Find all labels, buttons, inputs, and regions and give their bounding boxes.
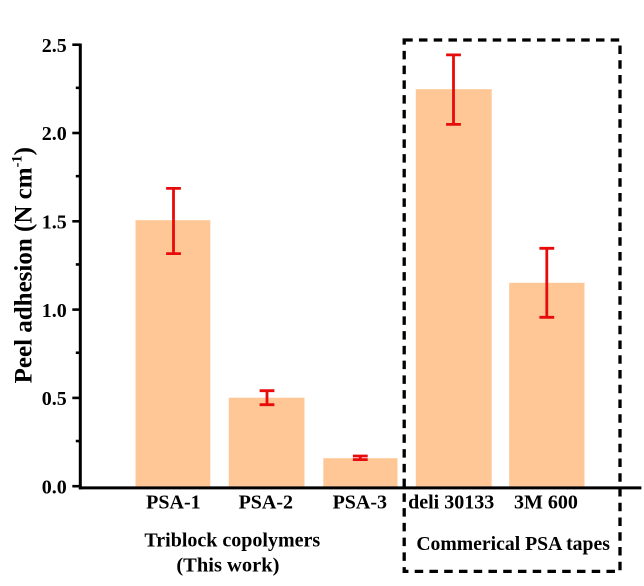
svg-text:PSA-3: PSA-3 bbox=[333, 492, 387, 514]
svg-text:deli 30133: deli 30133 bbox=[408, 492, 494, 514]
svg-text:(This work): (This work) bbox=[176, 555, 279, 577]
svg-text:3M 600: 3M 600 bbox=[514, 492, 578, 514]
svg-text:1.0: 1.0 bbox=[42, 300, 67, 322]
svg-text:Commerical PSA tapes: Commerical PSA tapes bbox=[416, 533, 610, 555]
svg-text:Triblock copolymers: Triblock copolymers bbox=[144, 530, 320, 552]
svg-text:0.5: 0.5 bbox=[42, 388, 67, 410]
svg-text:Peel adhesion (N cm-1): Peel adhesion (N cm-1) bbox=[9, 147, 37, 383]
svg-text:0.0: 0.0 bbox=[42, 476, 67, 498]
svg-text:PSA-1: PSA-1 bbox=[146, 492, 200, 514]
svg-text:2.0: 2.0 bbox=[42, 123, 67, 145]
svg-text:PSA-2: PSA-2 bbox=[239, 492, 293, 514]
svg-text:1.5: 1.5 bbox=[42, 212, 67, 234]
svg-text:2.5: 2.5 bbox=[42, 35, 67, 57]
